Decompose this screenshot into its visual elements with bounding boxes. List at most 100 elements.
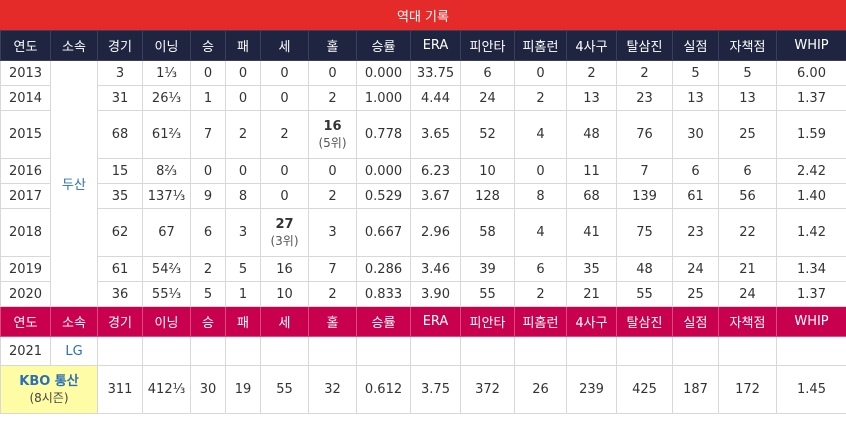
stat-cell-bb: 41 — [566, 208, 617, 257]
stat-cell-so: 139 — [616, 183, 673, 209]
stat-cell-er: 22 — [718, 208, 777, 257]
stat-cell-ip: 61⅔ — [142, 110, 191, 159]
stat-cell-r: 25 — [672, 281, 719, 307]
stat-cell-r: 5 — [672, 60, 719, 86]
stat-cell-empty — [142, 336, 191, 366]
column-header: 실점 — [672, 30, 719, 61]
stat-cell-sv: 2 — [260, 110, 309, 159]
stat-cell-sv: 0 — [260, 183, 309, 209]
stat-cell-wpct: 0.667 — [356, 208, 411, 257]
stat-cell-r: 13 — [672, 85, 719, 111]
stat-cell-wpct: 0.833 — [356, 281, 411, 307]
column-header: WHIP — [776, 306, 846, 337]
stat-cell-empty — [514, 336, 567, 366]
table-row: 2015 68 61⅔ 7 2 2 16 (5위) 0.778 3.65 52 4 48 76 30 25 1.… — [0, 110, 846, 159]
year-cell: 2020 — [0, 281, 51, 307]
stat-cell-wpct: 0.000 — [356, 60, 411, 86]
stat-value: 27 — [275, 216, 294, 232]
stat-cell-r: 6 — [672, 158, 719, 184]
stat-cell-so: 23 — [616, 85, 673, 111]
column-header: 승률 — [356, 30, 411, 61]
year-cell: 2021 — [0, 336, 51, 366]
stat-cell-era: 3.67 — [410, 183, 461, 209]
table-title: 역대 기록 — [0, 0, 846, 30]
stat-cell-empty — [308, 336, 357, 366]
stat-cell-hld: 2 — [308, 85, 357, 111]
stat-cell-l: 2 — [225, 110, 261, 159]
table-row: 2013 두산 3 1⅓ 0 0 0 0 0.000 33.75 6 0 2 2 5 5 6.00 — [0, 60, 846, 307]
stat-cell-so: 75 — [616, 208, 673, 257]
year-cell: 2013 — [0, 60, 51, 86]
stat-cell-bb: 35 — [566, 256, 617, 282]
stat-cell-so: 48 — [616, 256, 673, 282]
stat-cell-g: 3 — [97, 60, 143, 86]
column-header: 탈삼진 — [616, 306, 673, 337]
stat-cell-empty — [776, 336, 846, 366]
stat-cell-empty — [97, 336, 143, 366]
stat-cell-empty — [260, 336, 309, 366]
column-header: 4사구 — [566, 306, 617, 337]
stat-cell-whip: 6.00 — [776, 60, 846, 86]
column-header: 승률 — [356, 306, 411, 337]
stat-cell-l: 0 — [225, 158, 261, 184]
stat-cell-hr: 6 — [514, 256, 567, 282]
table-row: 2018 62 67 6 3 27 (3위) 3 0.667 2.96 58 4 41 75 23 22 1.4… — [0, 208, 846, 257]
column-header: 피안타 — [460, 306, 515, 337]
stat-cell-r: 30 — [672, 110, 719, 159]
total-row: KBO 통산 (8시즌) 311 412⅓ 30 19 55 32 0.612 3.75 372 26… — [0, 365, 846, 414]
stat-cell-empty — [225, 336, 261, 366]
stat-cell-empty — [356, 336, 411, 366]
stat-cell-w: 9 — [190, 183, 226, 209]
total-cell-g: 311 — [97, 365, 143, 414]
stat-cell-empty — [190, 336, 226, 366]
column-header: 패 — [225, 30, 261, 61]
stat-cell-ip: 67 — [142, 208, 191, 257]
stat-cell-era: 3.90 — [410, 281, 461, 307]
career-stats-table: 연도 소속 경기 이닝 승 패 세 홀 승률 ERA 피안타 피홈런 4사구 탈삼진 실점 자책점 WHIP 2… — [0, 30, 846, 414]
stat-cell-hld: 2 — [308, 281, 357, 307]
stat-cell-empty — [410, 336, 461, 366]
stat-cell-era: 3.65 — [410, 110, 461, 159]
column-header: 4사구 — [566, 30, 617, 61]
stat-cell-h: 58 — [460, 208, 515, 257]
stat-cell-whip: 1.34 — [776, 256, 846, 282]
stat-cell-wpct: 0.529 — [356, 183, 411, 209]
stat-cell-wpct: 0.000 — [356, 158, 411, 184]
stat-cell-w: 0 — [190, 158, 226, 184]
column-header: WHIP — [776, 30, 846, 61]
stat-cell-era: 3.46 — [410, 256, 461, 282]
stat-cell-ip: 137⅓ — [142, 183, 191, 209]
stat-cell-hr: 4 — [514, 208, 567, 257]
team-cell: LG — [50, 336, 98, 366]
total-cell-h: 372 — [460, 365, 515, 414]
stat-cell-empty — [672, 336, 719, 366]
total-cell-wpct: 0.612 — [356, 365, 411, 414]
column-header: 홀 — [308, 30, 357, 61]
stat-cell-er: 24 — [718, 281, 777, 307]
stat-cell-hr: 8 — [514, 183, 567, 209]
stat-cell-w: 5 — [190, 281, 226, 307]
stat-cell-g: 31 — [97, 85, 143, 111]
stat-cell-era: 33.75 — [410, 60, 461, 86]
column-header: 세 — [260, 30, 309, 61]
column-header: 승 — [190, 30, 226, 61]
table-row: 2017 35 137⅓ 9 8 0 2 0.529 3.67 128 8 68 139 61 56 1.40 — [0, 183, 846, 209]
stat-cell-g: 62 — [97, 208, 143, 257]
stat-cell-sv: 16 — [260, 256, 309, 282]
stat-cell-sv: 0 — [260, 60, 309, 86]
stat-cell-bb: 11 — [566, 158, 617, 184]
column-header: 승 — [190, 306, 226, 337]
stat-cell-w: 1 — [190, 85, 226, 111]
stat-cell-h: 10 — [460, 158, 515, 184]
column-header: 피홈런 — [514, 306, 567, 337]
stat-cell-h: 52 — [460, 110, 515, 159]
column-header: 자책점 — [718, 306, 777, 337]
stat-cell-so: 2 — [616, 60, 673, 86]
stat-cell-whip: 1.37 — [776, 281, 846, 307]
stat-cell-era: 6.23 — [410, 158, 461, 184]
stat-cell-bb: 13 — [566, 85, 617, 111]
column-header: 탈삼진 — [616, 30, 673, 61]
column-header: ERA — [410, 30, 461, 61]
stat-cell-er: 21 — [718, 256, 777, 282]
